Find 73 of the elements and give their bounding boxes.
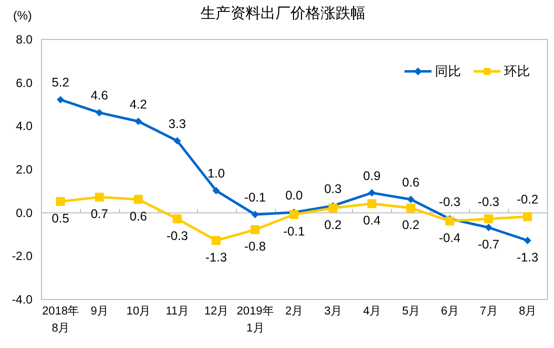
point <box>328 204 338 212</box>
point <box>251 210 259 218</box>
y-tick-label: 8.0 <box>16 32 33 46</box>
data-label: -1.3 <box>205 250 227 264</box>
point <box>134 118 142 126</box>
data-label: -0.8 <box>244 240 266 254</box>
x-tick-label: 3月 <box>324 304 343 318</box>
y-axis-title: (%) <box>13 8 32 22</box>
data-label: 4.2 <box>130 97 148 112</box>
data-label: 0.3 <box>324 182 342 196</box>
chart-title: 生产资料出厂价格涨跌幅 <box>200 5 366 22</box>
x-tick-label: 11月 <box>166 304 190 318</box>
data-label: 0.9 <box>363 168 381 183</box>
point <box>56 96 64 104</box>
point <box>250 225 260 234</box>
point <box>523 212 532 222</box>
data-label: -0.1 <box>244 190 266 204</box>
data-label: -0.1 <box>283 224 305 238</box>
x-tick-label: 6月 <box>440 304 460 318</box>
x-tick-label: 8月 <box>518 304 538 318</box>
data-label: 3.3 <box>168 116 186 131</box>
point <box>484 214 494 224</box>
x-tick-label: 9月 <box>90 304 110 318</box>
x-tick-label: 2019年 1月 <box>236 304 274 334</box>
x-tick-label: 2月 <box>285 304 304 318</box>
y-tick-label: 2.0 <box>16 162 33 176</box>
point <box>172 214 182 224</box>
data-label: 0.0 <box>285 188 303 202</box>
point <box>56 197 65 206</box>
point <box>212 236 221 245</box>
data-label: -0.3 <box>166 228 188 243</box>
data-label: 0.2 <box>402 218 420 232</box>
data-label: -0.3 <box>438 194 461 209</box>
x-tick-label: 12月 <box>204 304 230 318</box>
point <box>445 216 454 226</box>
y-tick-label: -2.0 <box>12 249 33 264</box>
data-label: 0.4 <box>363 214 381 228</box>
point <box>368 189 376 197</box>
point <box>484 224 492 232</box>
x-tick-label: 5月 <box>402 304 420 318</box>
data-label: 0.6 <box>130 209 148 224</box>
x-tick-label: 10月 <box>126 304 152 318</box>
data-label: 1.0 <box>207 166 225 181</box>
point <box>174 137 181 145</box>
x-tick-label: 4月 <box>363 304 382 318</box>
point <box>94 192 104 202</box>
legend-label: 环比 <box>504 63 530 78</box>
data-label: 0.6 <box>402 175 420 190</box>
data-label: -0.3 <box>478 194 500 209</box>
data-label: -0.2 <box>516 192 538 207</box>
x-tick-label: 7月 <box>480 304 498 318</box>
x-tick-label: 2018年 8月 <box>42 304 80 334</box>
y-tick-label: -4.0 <box>12 292 33 306</box>
point <box>524 236 532 244</box>
data-label: 0.7 <box>90 207 108 222</box>
y-tick-label: 6.0 <box>16 76 33 90</box>
y-tick-label: 0.0 <box>16 206 33 220</box>
y-tick-label: 4.0 <box>16 119 33 134</box>
data-label: 0.5 <box>52 212 70 226</box>
data-label: -1.3 <box>516 250 538 264</box>
point <box>290 210 298 219</box>
point <box>134 194 143 204</box>
data-label: -0.4 <box>438 231 461 245</box>
point <box>367 199 376 208</box>
point <box>406 204 416 212</box>
point <box>212 186 220 194</box>
data-label: 4.6 <box>90 88 108 103</box>
point <box>407 196 414 204</box>
data-label: 0.2 <box>324 218 342 232</box>
data-label: 5.2 <box>52 76 70 90</box>
data-label: -0.7 <box>478 238 500 252</box>
legend-label: 同比 <box>435 63 461 78</box>
point <box>96 108 104 116</box>
